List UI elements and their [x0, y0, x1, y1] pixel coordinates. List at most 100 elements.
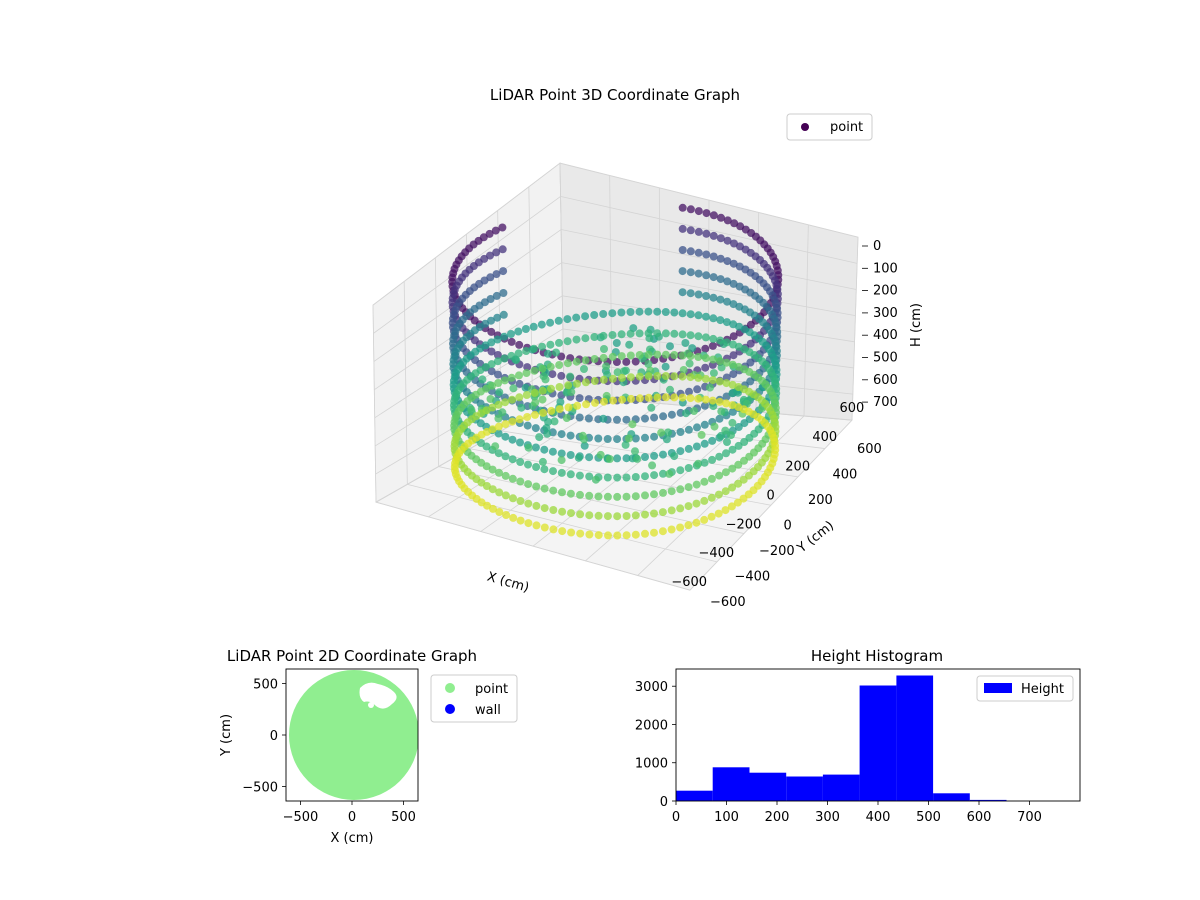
chart3d-zlabel: H (cm) — [909, 303, 924, 347]
data-point-3d — [585, 531, 593, 539]
data-point-3d — [769, 291, 777, 299]
data-point-3d — [548, 370, 556, 378]
data-point-3d — [508, 396, 516, 404]
y-tick-label-2d: 0 — [270, 729, 278, 744]
data-point-3d — [501, 398, 509, 406]
chart2d-title: LiDAR Point 2D Coordinate Graph — [227, 647, 477, 665]
histogram-x-tick-label: 400 — [866, 810, 891, 825]
y-tick-label-3d: 0 — [784, 519, 792, 534]
data-point-3d — [627, 373, 635, 381]
data-point-3d — [501, 433, 509, 441]
data-point-3d — [516, 478, 524, 486]
data-point-3d — [709, 314, 717, 322]
data-point-3d — [600, 354, 608, 362]
data-point-3d — [600, 345, 608, 353]
data-point-3d — [645, 351, 653, 359]
data-point-3d — [664, 428, 672, 436]
data-point-3d — [659, 527, 667, 535]
data-point-3d — [564, 381, 572, 389]
data-point-3d — [641, 472, 649, 480]
data-point-3d — [694, 374, 702, 382]
data-point-3d — [498, 224, 506, 232]
histogram-y-tick-label: 3000 — [635, 680, 668, 695]
data-point-3d — [694, 395, 702, 403]
data-point-3d — [676, 447, 684, 455]
data-point-3d — [636, 308, 644, 316]
data-point-3d — [558, 430, 566, 438]
data-point-3d — [653, 329, 661, 337]
data-point-3d — [701, 440, 709, 448]
histogram-x-tick-label: 500 — [916, 810, 941, 825]
data-point-3d — [613, 416, 621, 424]
data-point-3d — [567, 509, 575, 517]
data-point-3d — [701, 421, 709, 429]
chart3d-legend: point — [787, 114, 872, 140]
x-tick-label-3d: −200 — [726, 517, 762, 532]
histogram-bar — [786, 777, 823, 802]
data-point-3d — [623, 493, 631, 501]
data-point-3d — [645, 394, 653, 402]
x-tick-label-3d: 200 — [785, 459, 810, 474]
data-point-3d — [702, 251, 710, 259]
data-point-3d — [540, 446, 548, 454]
y-tick-label-2d: 500 — [253, 677, 278, 692]
data-point-3d — [531, 411, 539, 419]
data-point-3d — [576, 394, 584, 402]
data-point-3d — [693, 423, 701, 431]
legend-marker-point — [801, 123, 809, 131]
data-point-3d — [555, 361, 563, 369]
x-tick-label-3d: 400 — [812, 430, 837, 445]
data-point-3d — [687, 352, 695, 360]
data-point-3d — [769, 253, 777, 261]
data-point-3d — [508, 418, 516, 426]
data-point-3d — [636, 329, 644, 337]
data-point-3d — [668, 487, 676, 495]
data-point-3d — [692, 519, 700, 527]
data-point-3d — [507, 330, 515, 338]
data-point-3d — [599, 332, 607, 340]
data-point-3d — [541, 524, 549, 532]
data-point-3d — [695, 249, 703, 257]
data-point-3d — [523, 369, 531, 377]
data-point-3d — [687, 205, 695, 213]
data-point-3d — [499, 245, 507, 253]
data-point-3d — [567, 451, 575, 459]
data-point-3d — [533, 521, 541, 529]
z-tick-label-3d: 500 — [873, 351, 898, 366]
disc-cutout-small — [368, 702, 374, 708]
data-point-3d — [702, 333, 710, 341]
data-point-3d — [546, 319, 554, 327]
data-point-3d — [702, 271, 710, 279]
data-point-3d — [606, 455, 614, 463]
data-point-3d — [690, 407, 698, 415]
z-tick-label-3d: 700 — [873, 395, 898, 410]
data-point-3d — [531, 399, 539, 407]
data-point-3d — [693, 385, 701, 393]
data-point-3d — [641, 434, 649, 442]
data-point-3d — [517, 404, 525, 412]
data-point-3d — [662, 393, 670, 401]
data-point-3d — [668, 506, 676, 514]
data-point-3d — [700, 478, 708, 486]
data-point-3d — [517, 517, 525, 525]
data-point-3d — [702, 375, 710, 383]
data-point-3d — [565, 403, 573, 411]
data-point-3d — [604, 531, 612, 539]
data-point-3d — [549, 448, 557, 456]
data-point-3d — [524, 422, 532, 430]
data-point-3d — [581, 334, 589, 342]
data-point-3d — [645, 329, 653, 337]
data-point-3d — [768, 330, 776, 338]
data-point-3d — [532, 483, 540, 491]
x-tick-label-2d: 500 — [391, 810, 416, 825]
data-point-3d — [547, 407, 555, 415]
data-point-3d — [582, 378, 590, 386]
data-point-3d — [695, 291, 703, 299]
data-point-3d — [676, 485, 684, 493]
data-point-3d — [508, 374, 516, 382]
data-point-3d — [613, 493, 621, 501]
data-point-3d — [609, 353, 617, 361]
data-point-3d — [573, 358, 581, 366]
chart2d-ylabel: Y (cm) — [219, 714, 234, 757]
data-point-3d — [585, 492, 593, 500]
